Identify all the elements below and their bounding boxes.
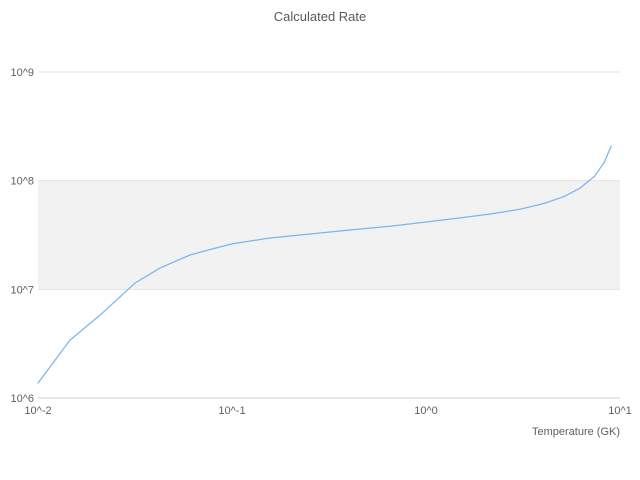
rate-series-line [37,145,612,384]
y-tick-label: 10^7 [10,284,34,296]
x-tick-label: 10^1 [608,405,632,417]
y-tick-label: 10^8 [10,176,34,188]
chart-title: Calculated Rate [273,9,367,24]
x-tick-label: 10^0 [414,405,438,417]
y-tick-label: 10^9 [10,67,34,79]
x-axis-title: Temperature (GK) [532,426,620,438]
y-tick-label: 10^6 [10,393,34,405]
x-tick-label: 10^-1 [218,405,245,417]
plot-band [38,180,620,290]
x-tick-label: 10^-2 [24,405,51,417]
